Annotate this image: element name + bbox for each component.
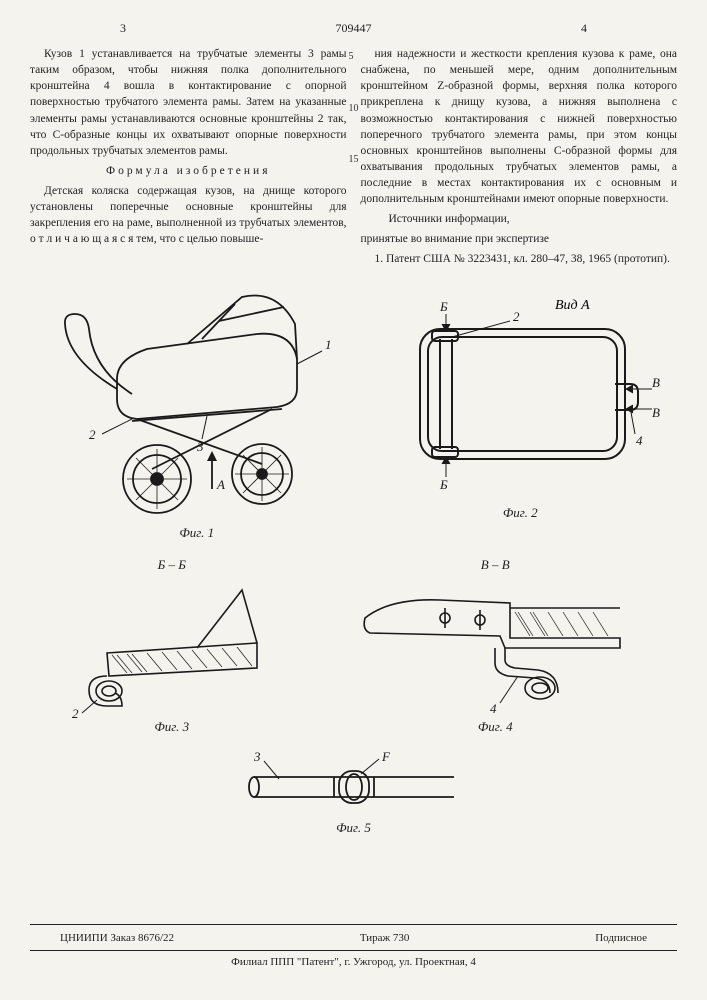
sources-line: принятые во внимание при экспертизе (361, 231, 678, 247)
formula-heading: Формула изобретения (30, 163, 347, 179)
reference: 1. Патент США № 3223431, кл. 280–47, 38,… (361, 251, 678, 267)
figure-1: 1 2 3 A Фиг. 1 (47, 289, 347, 542)
line-num: 5 (349, 50, 359, 64)
figure-row: 3 F Фиг. 5 (30, 749, 677, 837)
figure-label: Фиг. 2 (380, 504, 660, 522)
callout: 2 (72, 706, 79, 718)
figure-row: Б – Б (30, 556, 677, 735)
footer: ЦНИИПИ Заказ 8676/22 Тираж 730 Подписное… (30, 924, 677, 970)
callout: В (652, 405, 660, 420)
callout: Б (439, 477, 448, 492)
figure-label: Фиг. 1 (47, 524, 347, 542)
figure-label: Фиг. 4 (350, 718, 640, 736)
callout: 2 (513, 309, 520, 324)
callout: В (652, 375, 660, 390)
callout: 3 (196, 439, 204, 454)
figure-4: В – В (350, 556, 640, 735)
figure-label: Фиг. 3 (67, 718, 277, 736)
figure-3: Б – Б (67, 556, 277, 735)
line-num: 15 (349, 153, 359, 167)
paragraph: Кузов 1 устанавливается на трубчатые эле… (30, 46, 347, 159)
callout: F (381, 749, 391, 764)
left-column: Кузов 1 устанавливается на трубчатые эле… (30, 46, 347, 271)
footer-order: ЦНИИПИ Заказ 8676/22 (60, 931, 174, 946)
patent-number: 709447 (336, 20, 372, 36)
footer-tirazh: Тираж 730 (360, 931, 410, 946)
figure-label: Фиг. 5 (239, 819, 469, 837)
callout: A (216, 477, 225, 492)
section-title: Б – Б (67, 556, 277, 574)
page: 709447 3 4 5 10 15 Кузов 1 устанавливает… (0, 0, 707, 1000)
footer-branch: Филиал ППП "Патент", г. Ужгород, ул. Про… (30, 950, 677, 970)
figures-area: 1 2 3 A Фиг. 1 Вид A (30, 289, 677, 836)
callout: 4 (490, 701, 497, 716)
callout: Б (439, 299, 448, 314)
callout: 4 (636, 433, 643, 448)
section-title: В – В (350, 556, 640, 574)
callout: 3 (253, 749, 261, 764)
page-num-left: 3 (120, 20, 126, 36)
right-column: ния надежности и жесткости крепления куз… (361, 46, 678, 271)
paragraph: Детская коляска содержащая кузов, на дни… (30, 183, 347, 247)
footer-line-1: ЦНИИПИ Заказ 8676/22 Тираж 730 Подписное (30, 931, 677, 946)
figure-row: 1 2 3 A Фиг. 1 Вид A (30, 289, 677, 542)
figure-2: Вид A (380, 289, 660, 542)
line-number-gutter: 5 10 15 (349, 50, 359, 167)
page-num-right: 4 (581, 20, 587, 36)
view-title: Вид A (555, 298, 590, 313)
callout: 2 (89, 427, 96, 442)
figure-5: 3 F Фиг. 5 (239, 749, 469, 837)
footer-podpisnoe: Подписное (595, 931, 647, 946)
callout: 1 (325, 337, 332, 352)
line-num: 10 (349, 102, 359, 116)
paragraph: ния надежности и жесткости крепления куз… (361, 46, 678, 207)
sources-heading: Источники информации, (361, 211, 678, 227)
